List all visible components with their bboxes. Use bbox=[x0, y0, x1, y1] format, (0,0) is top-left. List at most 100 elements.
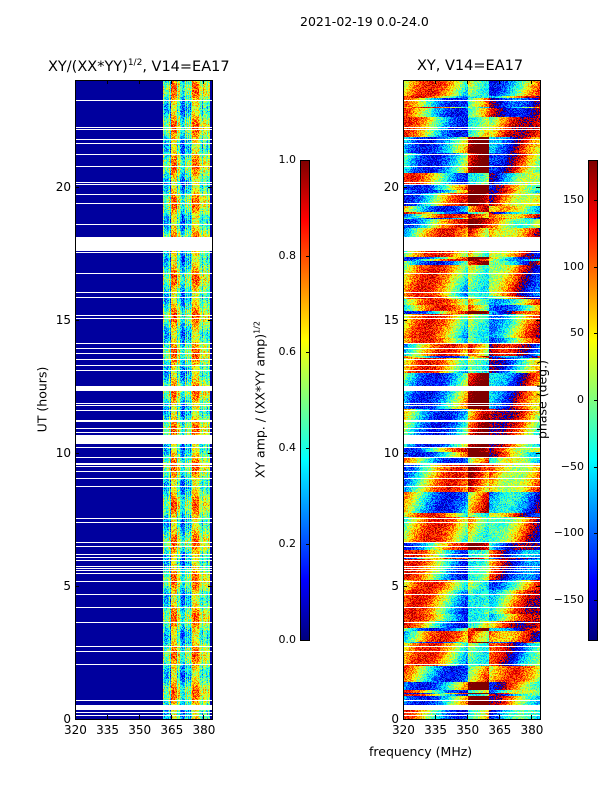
left-axes-frame bbox=[75, 80, 213, 720]
colorbar-tick-label: 0.6 bbox=[278, 345, 297, 358]
x-tick-label: 350 bbox=[456, 723, 480, 737]
x-tick-mark bbox=[139, 715, 141, 719]
x-tick-mark bbox=[499, 80, 501, 84]
y-tick-label: 10 bbox=[383, 445, 399, 460]
y-tick-mark bbox=[403, 452, 407, 454]
colorbar-tick-label: −50 bbox=[560, 459, 584, 473]
x-tick-label: 365 bbox=[488, 723, 512, 737]
colorbar-tick-mark bbox=[306, 640, 310, 641]
colorbar-tick-mark bbox=[306, 160, 310, 161]
y-tick-mark bbox=[536, 319, 540, 321]
amplitude-heatmap bbox=[75, 80, 212, 719]
y-tick-label: 20 bbox=[383, 179, 399, 194]
x-tick-mark bbox=[403, 715, 404, 719]
x-tick-label: 320 bbox=[64, 723, 87, 737]
x-tick-mark bbox=[75, 80, 76, 84]
colorbar-tick-label: 1.0 bbox=[278, 153, 297, 166]
y-tick-mark bbox=[75, 186, 79, 188]
colorbar-tick-label: 100 bbox=[563, 259, 584, 273]
y-tick-label: 5 bbox=[391, 578, 399, 593]
x-tick-label: 335 bbox=[96, 723, 120, 737]
colorbar-tick-label: 50 bbox=[570, 326, 584, 340]
x-tick-mark bbox=[171, 715, 173, 719]
cb-label-exponent: 1/2 bbox=[252, 321, 262, 334]
colorbar-tick-label: 0 bbox=[577, 393, 584, 406]
title-suffix: , V14=EA17 bbox=[142, 58, 230, 75]
amplitude-colorbar bbox=[300, 160, 309, 640]
y-tick-mark bbox=[75, 319, 79, 321]
x-tick-mark bbox=[531, 80, 533, 84]
colorbar-tick-mark bbox=[594, 533, 598, 535]
y-tick-mark bbox=[208, 186, 212, 188]
colorbar-tick-mark bbox=[594, 600, 598, 601]
x-tick-mark bbox=[467, 715, 469, 719]
x-tick-label: 335 bbox=[424, 723, 448, 737]
figure-suptitle: 2021-02-19 0.0-24.0 bbox=[300, 14, 429, 29]
colorbar-tick-label: 150 bbox=[563, 193, 584, 206]
x-tick-mark bbox=[75, 715, 76, 719]
y-tick-mark bbox=[75, 585, 79, 587]
x-tick-mark bbox=[403, 80, 404, 84]
colorbar-tick-mark bbox=[306, 352, 310, 353]
y-tick-label: 15 bbox=[55, 312, 71, 327]
left-plot-title: XY/(XX*YY)1/2, V14=EA17 bbox=[48, 58, 230, 75]
x-tick-label: 380 bbox=[192, 723, 216, 737]
y-tick-mark bbox=[403, 585, 407, 587]
right-plot-title: XY, V14=EA17 bbox=[417, 58, 524, 74]
y-tick-label: 5 bbox=[63, 578, 71, 593]
colorbar-tick-mark bbox=[594, 333, 598, 335]
colorbar-tick-label: −150 bbox=[553, 593, 584, 606]
title-exponent: 1/2 bbox=[127, 58, 143, 68]
x-tick-mark bbox=[531, 715, 533, 719]
colorbar-tick-mark bbox=[594, 266, 598, 268]
colorbar-tick-label: −100 bbox=[553, 526, 584, 540]
y-tick-mark bbox=[403, 719, 407, 720]
y-tick-mark bbox=[536, 452, 540, 454]
colorbar-tick-mark bbox=[594, 200, 598, 201]
x-tick-mark bbox=[107, 80, 109, 84]
colorbar-tick-mark bbox=[594, 466, 598, 468]
y-tick-mark bbox=[403, 186, 407, 188]
y-tick-mark bbox=[208, 452, 212, 454]
title-text: XY/(XX*YY) bbox=[48, 58, 128, 75]
y-tick-label: 0 bbox=[391, 712, 399, 726]
x-tick-mark bbox=[203, 715, 205, 719]
y-tick-mark bbox=[536, 186, 540, 188]
x-tick-mark bbox=[139, 80, 141, 84]
x-tick-mark bbox=[467, 80, 469, 84]
x-tick-mark bbox=[203, 80, 205, 84]
right-axes-frame bbox=[403, 80, 541, 720]
x-tick-label: 365 bbox=[160, 723, 184, 737]
y-tick-label: 0 bbox=[63, 712, 71, 726]
y-tick-label: 10 bbox=[55, 445, 71, 460]
phase-colorbar bbox=[588, 160, 597, 640]
colorbar-tick-mark bbox=[306, 256, 310, 257]
x-tick-label: 380 bbox=[520, 723, 544, 737]
y-tick-mark bbox=[536, 585, 540, 587]
x-tick-label: 350 bbox=[128, 723, 152, 737]
y-tick-mark bbox=[208, 719, 212, 720]
x-tick-label: 320 bbox=[392, 723, 415, 737]
colorbar-tick-label: 0.2 bbox=[278, 537, 297, 550]
y-tick-mark bbox=[208, 585, 212, 587]
colorbar-tick-label: 0.8 bbox=[278, 249, 297, 262]
colorbar-tick-mark bbox=[306, 544, 310, 545]
x-tick-mark bbox=[435, 80, 437, 84]
x-axis-label: frequency (MHz) bbox=[369, 744, 473, 759]
y-axis-label: UT (hours) bbox=[34, 366, 50, 433]
colorbar-tick-label: 0.0 bbox=[278, 633, 297, 646]
y-tick-mark bbox=[208, 319, 212, 321]
colorbar-tick-label: 0.4 bbox=[278, 441, 297, 454]
x-tick-mark bbox=[499, 715, 501, 719]
amplitude-colorbar-label: XY amp. / (XX*YY amp)1/2 bbox=[252, 305, 267, 495]
y-tick-mark bbox=[536, 719, 540, 720]
colorbar-tick-mark bbox=[594, 400, 598, 401]
y-tick-label: 20 bbox=[55, 179, 71, 194]
phase-heatmap bbox=[403, 80, 540, 719]
x-tick-mark bbox=[171, 80, 173, 84]
y-tick-label: 15 bbox=[383, 312, 399, 327]
y-tick-mark bbox=[75, 719, 79, 720]
amplitude-colorbar-frame bbox=[300, 160, 310, 641]
x-tick-mark bbox=[435, 715, 437, 719]
